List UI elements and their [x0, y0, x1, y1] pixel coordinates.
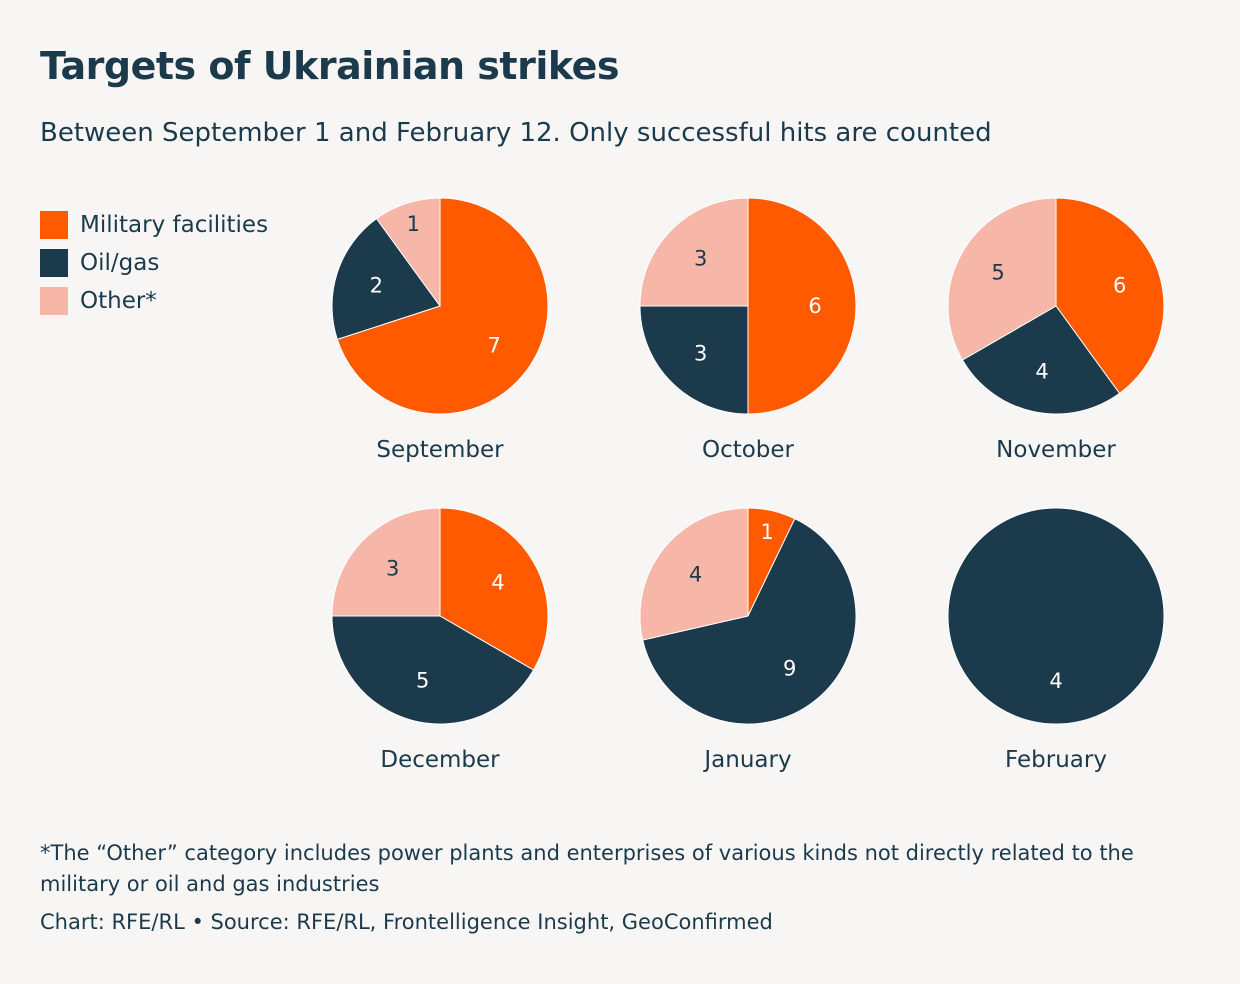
pie-december: 4 5 3 December: [331, 507, 549, 773]
slice-label-january-other: 4: [689, 562, 702, 586]
pie-february: 4 February: [947, 507, 1165, 773]
pie-january: 1 9 4 January: [639, 507, 857, 773]
slice-november-military: [1055, 197, 1165, 395]
slice-label-september-oilgas: 2: [370, 273, 383, 297]
month-label-october: October: [702, 437, 795, 463]
pie-september: 7 2 1 September: [331, 197, 549, 463]
slice-january-oilgas: [642, 518, 857, 725]
slice-december-military: [439, 507, 549, 671]
month-label-february: February: [1005, 747, 1107, 773]
pie-november: 6 4 5 November: [947, 197, 1165, 463]
month-label-january: January: [702, 747, 791, 773]
slice-october-military: [747, 197, 857, 415]
slice-label-december-other: 3: [386, 557, 399, 581]
footnote: *The “Other” category includes power pla…: [40, 841, 1134, 896]
slice-february-oilgas: [947, 507, 1165, 725]
slice-label-october-oilgas: 3: [694, 341, 707, 365]
slice-label-november-other: 5: [991, 261, 1004, 285]
pie-october: 6 3 3 October: [639, 197, 857, 463]
slice-label-january-oilgas: 9: [783, 656, 796, 680]
legend-item-other: Other*: [40, 282, 268, 320]
legend-swatch-other: [40, 287, 68, 315]
legend-label-oilgas: Oil/gas: [80, 250, 160, 276]
chart-subtitle: Between September 1 and February 12. Onl…: [40, 118, 992, 148]
slice-label-october-military: 6: [808, 294, 821, 318]
legend-label-military: Military facilities: [80, 212, 269, 238]
slice-january-other: [639, 507, 749, 641]
slice-label-september-military: 7: [488, 333, 501, 357]
legend-item-oilgas: Oil/gas: [40, 244, 268, 282]
legend-swatch-military: [40, 211, 68, 239]
slice-december-oilgas: [331, 615, 535, 725]
slice-label-december-military: 4: [491, 571, 504, 595]
source-credit: Chart: RFE/RL • Source: RFE/RL, Frontell…: [40, 910, 773, 934]
slice-label-october-other: 3: [694, 247, 707, 271]
legend-label-other: Other*: [80, 288, 157, 314]
slice-label-february-oilgas: 4: [1049, 669, 1062, 693]
slice-december-other: [331, 507, 441, 617]
slice-september-other: [375, 197, 441, 308]
slice-november-oilgas: [961, 305, 1121, 415]
legend-swatch-oilgas: [40, 249, 68, 277]
month-label-december: December: [380, 747, 500, 773]
chart-title: Targets of Ukrainian strikes: [40, 44, 620, 88]
slice-september-oilgas: [331, 217, 441, 341]
slice-november-other: [947, 197, 1057, 361]
slice-label-december-oilgas: 5: [416, 669, 429, 693]
month-label-september: September: [376, 437, 504, 463]
slice-label-january-military: 1: [761, 520, 774, 544]
month-label-november: November: [996, 437, 1116, 463]
slice-october-oilgas: [639, 305, 749, 415]
slice-label-november-military: 6: [1113, 273, 1126, 297]
slice-label-november-oilgas: 4: [1035, 360, 1048, 384]
legend: Military facilities Oil/gas Other*: [40, 206, 268, 320]
legend-item-military: Military facilities: [40, 206, 268, 244]
slice-september-military: [336, 197, 549, 415]
slice-october-other: [639, 197, 749, 307]
slice-label-september-other: 1: [407, 212, 420, 236]
